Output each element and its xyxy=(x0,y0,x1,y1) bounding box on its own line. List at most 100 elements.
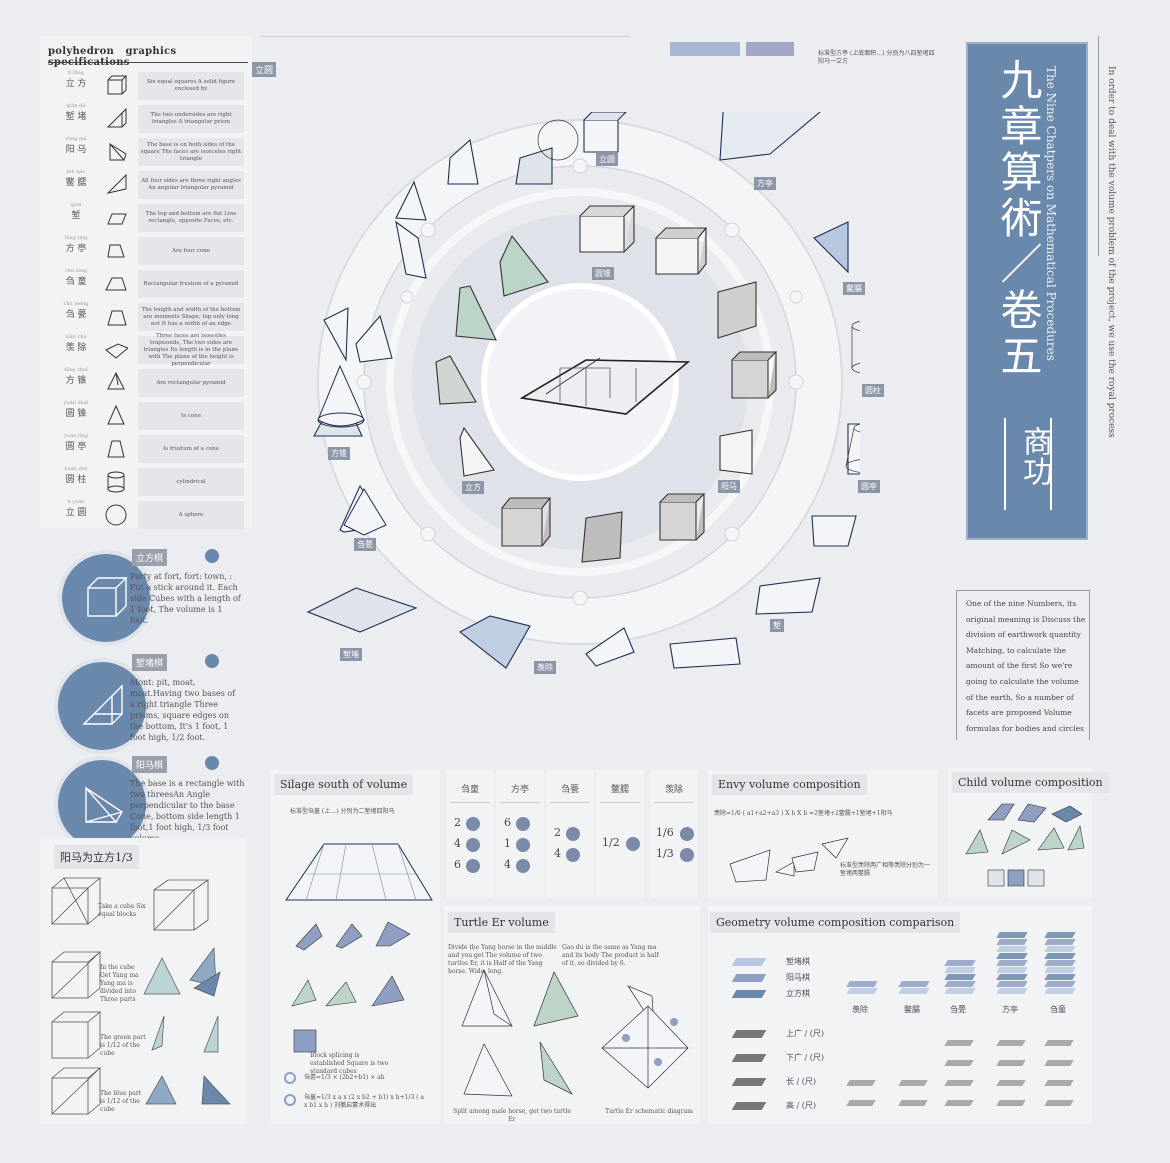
geo-column-label: 刍童 xyxy=(1050,1005,1066,1014)
block-text-lifang: Party at fort, fort: town, : Put a stick… xyxy=(130,572,241,625)
silage-formula2: 刍童=1/3 x a x (2 x b2 + b1) x h+1/3 ( a x… xyxy=(304,1094,424,1109)
pyramid-icon xyxy=(85,786,123,823)
turtle-caption-2: Turtle Er schematic diagram xyxy=(605,1108,693,1115)
row-pinyin: fāng zhuī xyxy=(64,367,88,373)
row-desc: Are rectangular pyramid xyxy=(156,379,226,386)
geo-dim-layer xyxy=(1044,1080,1074,1086)
row-desc-box: Three faces are isosceles trapezoids, Th… xyxy=(138,333,244,367)
geo-stack-layer xyxy=(996,946,1028,952)
geo-dim-layer xyxy=(1044,1100,1074,1106)
polyhedron-icon xyxy=(107,440,125,458)
wheel-label: 方亭 xyxy=(754,177,776,190)
pyramid-figure xyxy=(343,488,387,536)
table-value: 6 xyxy=(454,858,461,871)
row-name: 圆 柱 xyxy=(65,475,87,485)
top-note: 标准型方亭 (上底面积…) 分别为八四堑堵四阳马一立方 xyxy=(818,50,935,65)
yangma-note-2: In the cube Get Yang ma Yang ma is divid… xyxy=(100,964,139,1003)
polyhedron-row: yuán tíng 圆 亭 Is frustum of a cone xyxy=(48,433,244,465)
geo-dim-layer xyxy=(996,1080,1026,1086)
polyhedron-icon xyxy=(106,107,127,128)
envy-note: 标准型羡除两广相等羡除分别为一堑堵两鳖臑 xyxy=(840,862,931,877)
cube-icon xyxy=(87,577,128,617)
table-header-rule xyxy=(550,802,590,803)
title-panel xyxy=(966,42,1088,540)
polyhedron-icon xyxy=(107,371,125,390)
row-name: 堑 xyxy=(71,211,81,221)
table-header: 羡除 xyxy=(664,785,683,795)
geo-column-label: 方亭 xyxy=(1002,1005,1018,1014)
top-divider xyxy=(260,36,630,37)
row-desc-box: Are rectangular pyramid xyxy=(138,369,244,397)
dim-swatch xyxy=(731,1054,767,1062)
polyhedron-icon xyxy=(107,404,125,425)
top-bar-blue xyxy=(670,42,740,56)
geo-panel xyxy=(708,906,1092,1124)
table-value-icon xyxy=(516,838,530,852)
polyhedron-icon xyxy=(105,343,128,359)
table-header: 刍甍 xyxy=(560,785,579,795)
row-name: 刍 甍 xyxy=(65,310,87,320)
geo-stack-layer xyxy=(1044,967,1076,973)
polyhedron-row: yuán zhuī 圆 锥 Is cone xyxy=(48,400,244,432)
row-desc: All four sides are three right angles An… xyxy=(141,178,241,191)
row-name: 刍 童 xyxy=(65,277,87,287)
geo-stack-layer xyxy=(996,967,1028,973)
row-name: 羡 除 xyxy=(65,343,87,353)
polyhedron-row: fāng tíng 方 亭 Are four cone xyxy=(48,235,244,267)
polyhedron-row: chú méng 刍 甍 The length and width of the b… xyxy=(48,301,244,333)
table-value-icon xyxy=(626,837,640,851)
geo-dim-layer xyxy=(846,1100,876,1106)
geo-stack-layer xyxy=(944,960,976,966)
dim-swatch xyxy=(731,1078,767,1086)
row-desc-box: Is frustum of a cone xyxy=(138,435,244,463)
row-name: 方 锥 xyxy=(65,376,87,386)
row-desc: The length and width of the bottom are m… xyxy=(141,306,241,327)
silage-formula1-icon xyxy=(284,1072,296,1084)
title-english: The Nine Chatpers on Mathematical Proced… xyxy=(1044,66,1058,361)
polyhedron-icon xyxy=(109,142,127,161)
row-desc: Is cone xyxy=(181,412,201,419)
geo-stack-layer xyxy=(996,974,1028,980)
row-pinyin: yáng mǎ xyxy=(65,136,87,142)
silage-formula1: 刍甍=1/3 × (2b2+b1) × ah xyxy=(304,1074,385,1081)
polyhedron-row: yáng mǎ 阳 马 The base is on both sides of t… xyxy=(48,136,244,168)
geo-stack-layer xyxy=(1044,981,1076,987)
geo-stack-layer xyxy=(944,967,976,973)
wheel-label: 圆柱 xyxy=(862,384,884,397)
row-desc-box: All four sides are three right angles An… xyxy=(138,171,244,199)
geo-dim-layer xyxy=(944,1100,974,1106)
legend-swatch xyxy=(731,974,767,982)
wheel-label: 堑堵 xyxy=(340,648,362,661)
geo-column-label: 刍甍 xyxy=(950,1005,966,1014)
row-desc-box: Six equal squares A solid figure enclose… xyxy=(138,72,244,100)
row-name: 立 方 xyxy=(65,79,87,89)
row-desc-box: The length and width of the bottom are m… xyxy=(138,303,244,331)
table-value-icon xyxy=(516,817,530,831)
polyhedron-row: biē nào 鳖 臑 All four sides are three right… xyxy=(48,169,244,201)
table-column xyxy=(496,770,544,898)
row-pinyin: chú méng xyxy=(63,301,89,307)
geo-column-label: 羡除 xyxy=(852,1005,868,1014)
dim-label: 高 / (尺) xyxy=(786,1101,817,1110)
wheel-label: 堑 xyxy=(770,619,784,632)
wheel-label: 圆亭 xyxy=(858,480,880,493)
row-name: 堑 堵 xyxy=(65,112,87,122)
polyhedron-icon xyxy=(106,173,127,194)
intro-text: One of the nine Numbers, its original me… xyxy=(966,599,1086,733)
table-value: 2 xyxy=(554,826,561,839)
row-pinyin: biē nào xyxy=(66,169,86,175)
geo-stack-layer xyxy=(846,988,878,994)
geo-dim-layer xyxy=(996,1060,1026,1066)
geo-stack-layer xyxy=(1044,960,1076,966)
geo-dim-layer xyxy=(846,1080,876,1086)
silage-note: 标准型刍童 (上…) 分别为二堑堵四阳马 xyxy=(290,808,395,815)
row-desc: cylindrical xyxy=(176,478,206,485)
geo-stack-layer xyxy=(944,974,976,980)
geo-stack-layer xyxy=(996,988,1028,994)
geo-stack-layer xyxy=(1044,932,1076,938)
row-desc-box: A sphere xyxy=(138,501,244,529)
row-pinyin: lì fāng xyxy=(67,70,85,76)
legend-swatch xyxy=(731,958,767,966)
geo-title: Geometry volume composition comparison xyxy=(710,912,961,933)
table-value: 4 xyxy=(504,858,511,871)
